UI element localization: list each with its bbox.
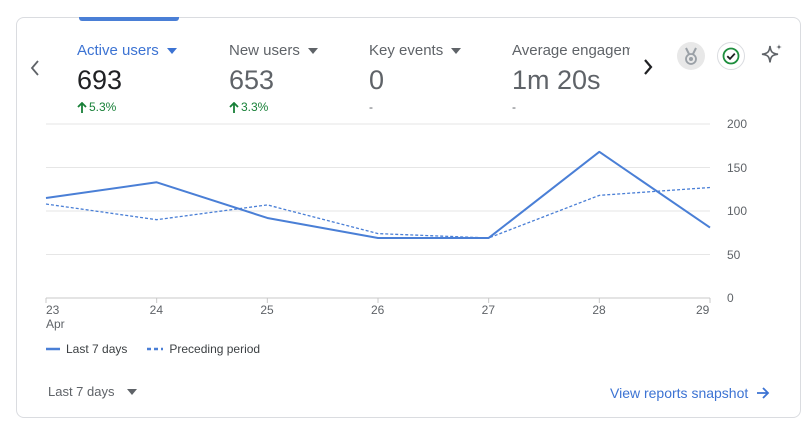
y-tick-label: 200: [727, 117, 748, 131]
view-link-label: View reports snapshot: [610, 385, 749, 401]
preceding-period-line: [45, 186, 711, 239]
x-tick-label: 26: [371, 303, 385, 317]
users-line-chart: [45, 123, 711, 303]
active-tab-indicator: [79, 17, 179, 21]
arrow-up-icon: [77, 101, 87, 113]
last-7-days-line: [45, 150, 711, 239]
y-tick-label: 150: [727, 160, 748, 175]
x-tick-label: 27: [481, 303, 496, 317]
status-check-button[interactable]: [717, 42, 745, 70]
ai-insights-button[interactable]: [758, 41, 786, 69]
next-metrics-button[interactable]: [638, 57, 658, 77]
active-users-card: [16, 17, 801, 418]
metric-change-value: 3.3%: [241, 100, 269, 114]
date-range-selector[interactable]: Last 7 days: [48, 384, 137, 399]
arrow-drop-down-icon: [307, 47, 318, 54]
arrow-drop-down-icon: [166, 47, 177, 54]
date-range-label: Last 7 days: [48, 384, 115, 399]
metric-key-events[interactable]: Key events 0 -: [369, 42, 462, 114]
insights-medal-button[interactable]: [677, 42, 705, 70]
x-tick-label: 29: [696, 303, 710, 317]
chevron-left-icon: [30, 60, 39, 76]
metric-change-value: -: [369, 100, 373, 114]
metric-change: 5.3%: [77, 100, 177, 114]
chart-svg: [45, 123, 711, 303]
metric-change-value: -: [512, 100, 516, 114]
sparkle-icon: [761, 44, 782, 63]
metric-label: Active users: [77, 42, 159, 59]
legend-dashed-swatch: [147, 347, 164, 351]
y-tick-label: 100: [727, 204, 748, 218]
metric-value: 0: [369, 65, 385, 95]
metric-change: -: [512, 100, 630, 114]
y-tick-label: 0: [727, 291, 734, 305]
metric-average-engagement[interactable]: Average engagem 1m 20s -: [512, 42, 630, 114]
arrow-drop-down-icon: [126, 388, 137, 395]
legend-solid-swatch: [46, 347, 60, 351]
metric-value: 653: [229, 65, 275, 95]
arrow-drop-down-icon: [451, 47, 462, 54]
x-tick-label: 28: [592, 303, 606, 317]
x-tick-label: 24: [149, 303, 164, 317]
metric-value: 693: [77, 65, 123, 95]
metric-active-users[interactable]: Active users 693 5.3%: [77, 42, 177, 114]
metric-change: 3.3%: [229, 100, 318, 114]
chevron-right-icon: [644, 59, 653, 75]
chart-legend: Last 7 days Preceding period: [46, 342, 260, 356]
metric-label: Key events: [369, 42, 444, 59]
check-circle-icon: [722, 47, 740, 65]
medal-icon: [685, 47, 697, 65]
view-reports-snapshot-link[interactable]: View reports snapshot: [610, 385, 770, 401]
x-tick-label: 23 Apr: [46, 303, 65, 331]
legend-label: Last 7 days: [66, 342, 128, 356]
legend-item-preceding-period: Preceding period: [147, 342, 260, 356]
metric-new-users[interactable]: New users 653 3.3%: [229, 42, 318, 114]
metric-change: -: [369, 100, 461, 114]
arrow-right-icon: [757, 387, 770, 399]
previous-metrics-button[interactable]: [26, 58, 44, 78]
metric-value: 1m 20s: [512, 65, 601, 95]
metric-label: New users: [229, 42, 300, 59]
legend-item-last-7-days: Last 7 days: [46, 342, 127, 356]
metric-label: Average engagem: [512, 42, 630, 59]
arrow-up-icon: [229, 101, 239, 113]
legend-label: Preceding period: [169, 342, 261, 356]
y-tick-label: 50: [727, 247, 741, 262]
x-tick-label: 25: [260, 303, 274, 317]
metric-change-value: 5.3%: [89, 100, 117, 114]
